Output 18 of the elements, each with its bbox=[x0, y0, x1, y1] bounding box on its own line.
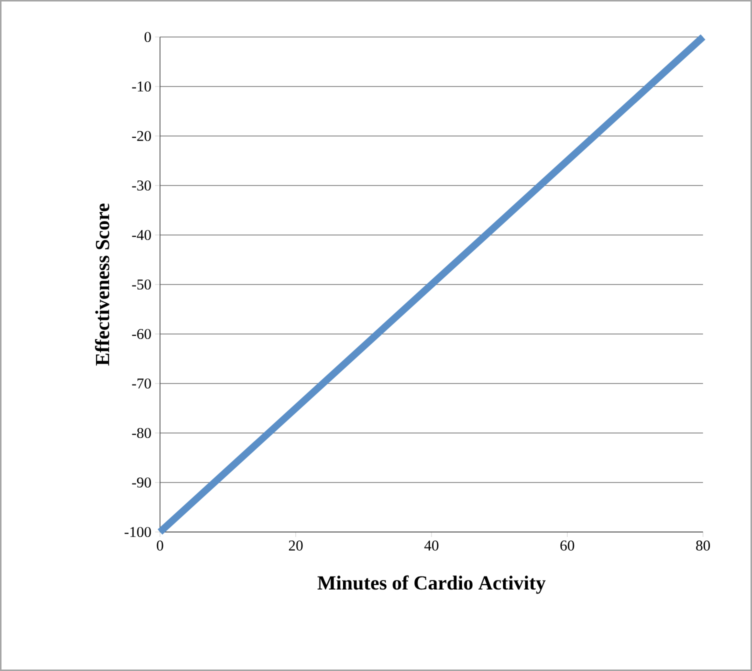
y-tick-label: -20 bbox=[132, 130, 151, 142]
y-tick-label: -30 bbox=[132, 180, 151, 191]
y-tick-label: -100 bbox=[124, 526, 151, 538]
x-axis-title: Minutes of Cardio Activity bbox=[318, 575, 546, 594]
y-tick-label: -60 bbox=[132, 328, 151, 340]
y-tick-label: -10 bbox=[132, 81, 151, 92]
y-tick-label: -50 bbox=[132, 279, 151, 290]
y-axis-title: Effectiveness Score bbox=[95, 204, 110, 366]
x-tick-label: 40 bbox=[424, 540, 438, 551]
x-tick-label: 80 bbox=[696, 540, 710, 551]
y-tick-label: 0 bbox=[144, 32, 151, 42]
y-tick-label: -70 bbox=[132, 378, 151, 389]
y-tick-label: -80 bbox=[132, 428, 151, 438]
x-tick-label: 20 bbox=[288, 540, 303, 551]
y-tick-label: -40 bbox=[132, 230, 151, 240]
x-tick-label: 60 bbox=[560, 540, 574, 551]
x-tick-label: 0 bbox=[156, 540, 164, 551]
y-tick-label: -90 bbox=[132, 477, 151, 488]
